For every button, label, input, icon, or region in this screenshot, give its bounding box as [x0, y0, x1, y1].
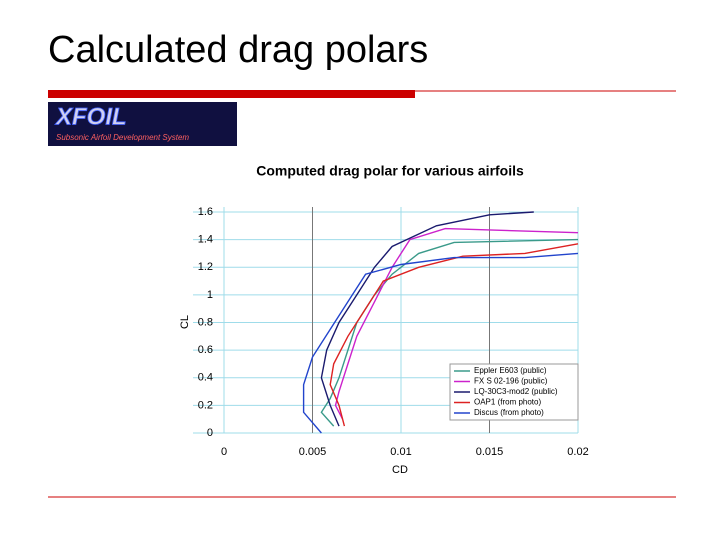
- y-tick-label: 0.6: [198, 344, 213, 356]
- title-bar: [48, 90, 415, 98]
- series-line: [302, 252, 579, 434]
- slide-title: Calculated drag polars: [48, 29, 428, 71]
- y-tick-label: 0.4: [198, 372, 213, 384]
- legend-label: OAP1 (from photo): [474, 398, 541, 407]
- x-tick-label: 0.02: [567, 446, 588, 458]
- logo-subtitle: Subsonic Airfoil Development System: [56, 133, 189, 142]
- legend-label: FX S 02-196 (public): [474, 377, 548, 386]
- y-tick-label: 1.4: [198, 234, 213, 246]
- y-tick-label: 1.6: [198, 206, 213, 218]
- y-tick-label: 1: [207, 289, 213, 301]
- series-line: [334, 227, 579, 420]
- logo-box: [48, 102, 237, 146]
- series-line: [320, 211, 534, 427]
- x-tick-label: 0: [221, 446, 227, 458]
- legend-label: Eppler E603 (public): [474, 366, 547, 375]
- legend-label: LQ-30C3-mod2 (public): [474, 387, 558, 396]
- logo-title: XFOIL: [54, 103, 127, 130]
- y-axis-label: CL: [179, 315, 191, 329]
- x-tick-label: 0.015: [476, 446, 504, 458]
- y-tick-label: 0.2: [198, 399, 213, 411]
- x-tick-label: 0.005: [299, 446, 327, 458]
- series-line: [329, 243, 579, 427]
- y-tick-label: 0.8: [198, 316, 213, 328]
- legend-box: [449, 363, 579, 421]
- legend-label: Discus (from photo): [474, 408, 544, 417]
- chart-title: Computed drag polar for various airfoils: [256, 163, 524, 179]
- y-tick-label: 0: [207, 427, 213, 439]
- x-axis-label: CD: [392, 464, 408, 476]
- y-tick-label: 1.2: [198, 261, 213, 273]
- x-tick-label: 0.01: [390, 446, 411, 458]
